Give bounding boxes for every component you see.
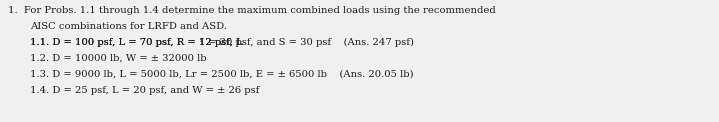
Text: r: r <box>200 36 203 44</box>
Text: 1.2. D = 10000 lb, W = ± 32000 lb: 1.2. D = 10000 lb, W = ± 32000 lb <box>30 54 206 63</box>
Text: 1.  For Probs. 1.1 through 1.4 determine the maximum combined loads using the re: 1. For Probs. 1.1 through 1.4 determine … <box>8 6 495 15</box>
Text: 1.1. D = 100 psf, L = 70 psf, R = 12 psf, L: 1.1. D = 100 psf, L = 70 psf, R = 12 psf… <box>30 38 242 47</box>
Text: = 20 psf, and S = 30 psf    (Ans. 247 psf): = 20 psf, and S = 30 psf (Ans. 247 psf) <box>205 38 414 47</box>
Text: AISC combinations for LRFD and ASD.: AISC combinations for LRFD and ASD. <box>30 22 227 31</box>
Text: 1.4. D = 25 psf, L = 20 psf, and W = ± 26 psf: 1.4. D = 25 psf, L = 20 psf, and W = ± 2… <box>30 86 260 95</box>
Text: 1.1. D = 100 psf, L = 70 psf, R = 12 psf, L: 1.1. D = 100 psf, L = 70 psf, R = 12 psf… <box>30 38 242 47</box>
Text: 1.3. D = 9000 lb, L = 5000 lb, Lr = 2500 lb, E = ± 6500 lb    (Ans. 20.05 lb): 1.3. D = 9000 lb, L = 5000 lb, Lr = 2500… <box>30 70 413 79</box>
